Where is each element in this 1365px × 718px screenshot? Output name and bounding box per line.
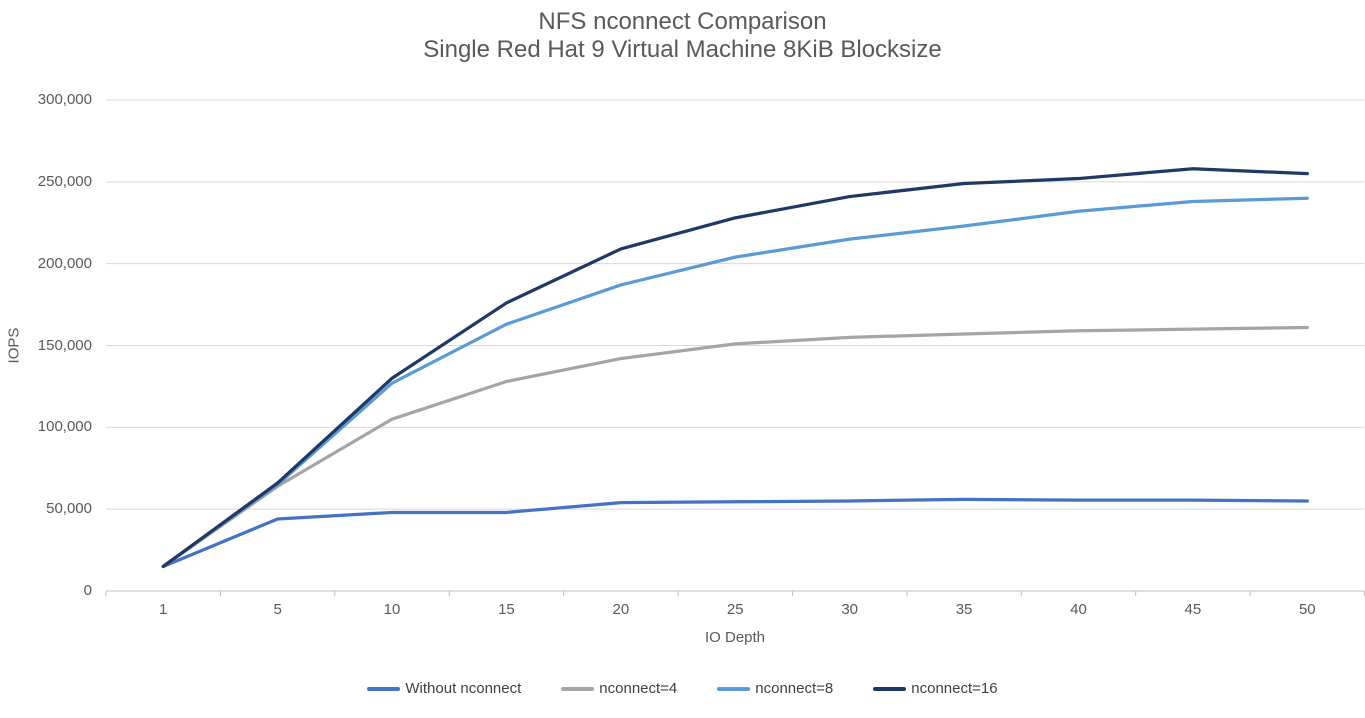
x-tick-label: 5 <box>273 601 282 618</box>
x-axis-title: IO Depth <box>704 629 766 646</box>
legend-label: nconnect=4 <box>599 680 678 697</box>
chart-title-line1: NFS nconnect Comparison <box>538 8 827 35</box>
y-tick-label: 300,000 <box>37 91 92 108</box>
x-tick-label: 10 <box>383 601 401 618</box>
x-tick-label: 35 <box>955 601 973 618</box>
x-tick-label: 45 <box>1184 601 1202 618</box>
x-tick-label: 20 <box>612 601 630 618</box>
legend-item: nconnect=16 <box>873 680 998 698</box>
series-line-without-nconnect <box>161 497 1309 569</box>
y-tick-label: 50,000 <box>46 500 92 518</box>
legend-label: nconnect=8 <box>755 680 834 697</box>
x-tick-label: 1 <box>159 601 168 618</box>
x-tick-label: 15 <box>498 601 515 618</box>
legend-item: nconnect=4 <box>561 680 677 698</box>
legend-line-swatch <box>873 687 907 691</box>
chart-title: NFS nconnect Comparison Single Red Hat 9… <box>0 8 1365 64</box>
legend: Without nconnect nconnect=4 nconnect=8 ncon… <box>0 679 1365 699</box>
legend-line-swatch <box>561 687 595 691</box>
x-tick-label: 40 <box>1070 601 1087 618</box>
chart-title-line2: Single Red Hat 9 Virtual Machine 8KiB Bl… <box>423 36 942 63</box>
x-tick-label: 25 <box>726 601 744 618</box>
legend-label: Without nconnect <box>405 680 522 697</box>
x-tick-label: 30 <box>841 601 858 618</box>
x-tick-label: 50 <box>1298 601 1316 618</box>
y-tick-label: 150,000 <box>37 336 92 354</box>
series-line-nconnect-8 <box>161 196 1309 569</box>
legend-item: nconnect=8 <box>717 680 833 698</box>
series-line-nconnect-4 <box>161 325 1309 569</box>
y-tick-label: 100,000 <box>37 418 92 436</box>
series-line-nconnect-16 <box>161 167 1309 569</box>
legend-item: Without nconnect <box>367 680 521 698</box>
legend-label: nconnect=16 <box>911 680 998 697</box>
y-tick-label: 250,000 <box>37 172 92 190</box>
y-tick-label: 200,000 <box>37 254 92 272</box>
legend-line-swatch <box>717 687 751 691</box>
y-tick-label: 0 <box>83 582 92 599</box>
legend-line-swatch <box>367 687 401 691</box>
